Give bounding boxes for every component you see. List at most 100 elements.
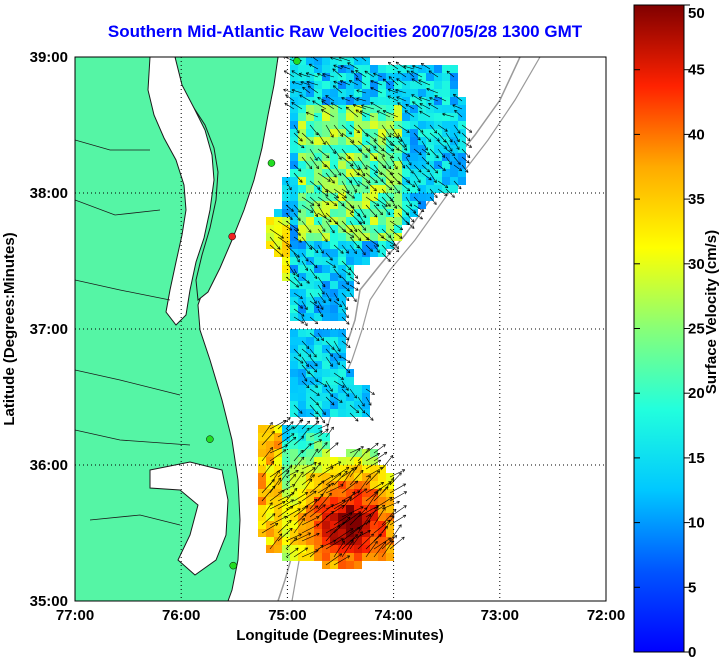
- velocity-vector: [302, 86, 311, 94]
- velocity-vector-head: [313, 354, 317, 358]
- velocity-vector: [341, 148, 351, 160]
- velocity-vector: [293, 420, 302, 430]
- velocity-vector: [411, 94, 423, 102]
- velocity-vector-head: [355, 287, 359, 291]
- velocity-vector-head: [292, 474, 297, 478]
- velocity-cell: [298, 97, 306, 105]
- velocity-cell: [322, 273, 330, 281]
- velocity-vector: [285, 488, 298, 502]
- velocity-vector: [293, 292, 303, 299]
- velocity-cell: [362, 209, 370, 217]
- velocity-cell: [346, 553, 354, 561]
- velocity-vector: [285, 474, 296, 486]
- velocity-vector-head: [346, 297, 350, 301]
- velocity-vector: [311, 57, 319, 62]
- velocity-vector-head: [411, 219, 415, 223]
- velocity-vector-head: [319, 430, 323, 434]
- velocity-cell: [346, 185, 354, 193]
- velocity-cell: [370, 233, 378, 241]
- velocity-cell: [450, 105, 458, 113]
- velocity-vector: [357, 156, 368, 170]
- velocity-vector: [301, 478, 313, 494]
- velocity-cell: [418, 193, 426, 201]
- velocity-vector-head: [330, 393, 334, 397]
- velocity-vector-head: [361, 220, 365, 225]
- velocity-cell: [290, 153, 298, 161]
- velocity-vector-head: [351, 70, 355, 74]
- velocity-vector-head: [305, 72, 310, 76]
- velocity-vector: [317, 475, 334, 486]
- velocity-vector-head: [283, 70, 288, 74]
- velocity-vector: [317, 442, 328, 454]
- velocity-cell: [410, 185, 418, 193]
- velocity-vector: [357, 164, 366, 177]
- velocity-vector-head: [314, 410, 318, 415]
- velocity-cell: [290, 545, 298, 553]
- velocity-cell: [322, 265, 330, 273]
- velocity-vector: [333, 124, 344, 137]
- velocity-vector-head: [339, 80, 344, 84]
- velocity-vector: [357, 396, 365, 407]
- velocity-vector-head: [277, 246, 281, 250]
- velocity-vector-head: [309, 246, 313, 250]
- velocity-vector-head: [320, 306, 324, 310]
- velocity-vector: [309, 348, 317, 358]
- velocity-vector-head: [306, 384, 310, 389]
- velocity-vector: [365, 412, 374, 421]
- velocity-vector: [317, 308, 324, 317]
- colorbar-tick-label: 10: [688, 515, 705, 532]
- velocity-vector: [381, 508, 397, 526]
- velocity-cell: [314, 393, 322, 401]
- velocity-cell: [354, 185, 362, 193]
- velocity-vector: [410, 70, 423, 78]
- velocity-cell: [314, 337, 322, 345]
- velocity-cell: [354, 409, 362, 417]
- velocity-vector: [365, 470, 380, 486]
- velocity-vector: [418, 79, 431, 86]
- velocity-vector-head: [321, 291, 325, 295]
- velocity-cell: [450, 169, 458, 177]
- velocity-vector: [405, 103, 415, 110]
- velocity-cell: [298, 169, 306, 177]
- velocity-cell: [274, 249, 282, 257]
- velocity-cell: [314, 249, 322, 257]
- velocity-vector-head: [349, 95, 353, 99]
- velocity-vector: [301, 356, 309, 367]
- velocity-cell: [338, 393, 346, 401]
- velocity-vector-head: [411, 184, 416, 188]
- velocity-vector: [349, 284, 359, 291]
- velocity-vector: [285, 94, 295, 102]
- velocity-vector: [293, 268, 299, 278]
- velocity-vector: [301, 420, 310, 430]
- velocity-vector-head: [313, 461, 317, 465]
- velocity-cell: [354, 521, 362, 529]
- velocity-cell: [314, 105, 322, 113]
- velocity-vector: [333, 348, 342, 359]
- velocity-vector: [381, 515, 395, 534]
- velocity-vector-head: [403, 491, 407, 495]
- velocity-vector: [437, 140, 447, 149]
- velocity-vector: [301, 300, 308, 310]
- velocity-vector: [333, 85, 343, 94]
- velocity-vector: [365, 453, 380, 462]
- velocity-cell: [298, 289, 306, 297]
- velocity-cell: [274, 209, 282, 217]
- velocity-vector: [370, 102, 383, 110]
- velocity-vector: [333, 196, 345, 206]
- velocity-vector-head: [304, 547, 308, 551]
- velocity-vector: [338, 57, 351, 62]
- velocity-cell: [322, 369, 330, 377]
- velocity-vector-head: [408, 162, 412, 166]
- velocity-vector: [389, 536, 405, 550]
- velocity-cell: [314, 353, 322, 361]
- velocity-cell: [402, 113, 410, 121]
- velocity-vector: [373, 73, 383, 78]
- velocity-vector: [341, 480, 359, 494]
- velocity-cell: [298, 65, 306, 73]
- velocity-vector-head: [328, 492, 332, 497]
- velocity-vector: [325, 538, 344, 550]
- velocity-vector-head: [299, 410, 303, 414]
- colorbar-tick-label: 15: [688, 450, 705, 467]
- velocity-vector: [301, 348, 312, 357]
- velocity-cell: [426, 89, 434, 97]
